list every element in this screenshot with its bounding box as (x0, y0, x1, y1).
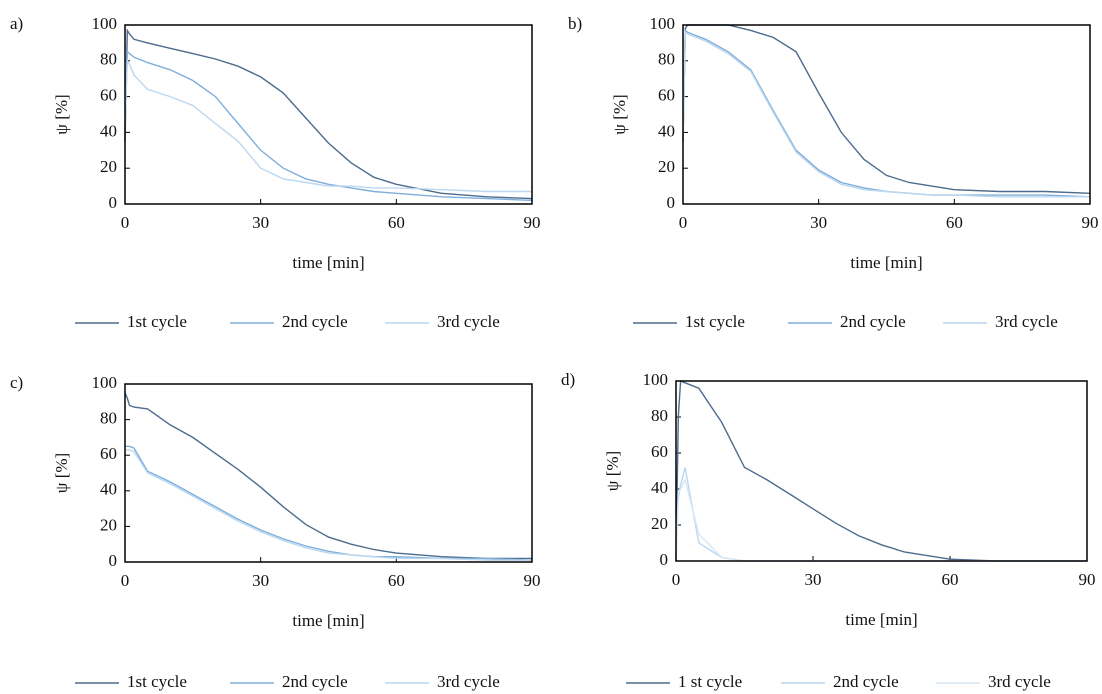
x-tick-label: 0 (121, 213, 130, 232)
y-tick-label: 60 (658, 86, 675, 105)
x-tick-label: 30 (252, 213, 269, 232)
y-tick-label: 20 (658, 157, 675, 176)
legend-label: 3rd cycle (437, 312, 500, 331)
y-tick-label: 0 (109, 193, 118, 212)
data-line (124, 27, 533, 200)
legend-label: 1st cycle (127, 672, 187, 691)
x-tick-label: 60 (388, 213, 405, 232)
x-tick-label: 30 (252, 571, 269, 590)
x-axis-label: time [min] (850, 253, 922, 272)
x-tick-label: 90 (524, 571, 541, 590)
legend-label: 2nd cycle (282, 672, 348, 691)
y-tick-label: 100 (92, 373, 118, 392)
plot-frame (675, 380, 1088, 562)
x-tick-label: 90 (1079, 570, 1096, 589)
legend-label: 1st cycle (685, 312, 745, 331)
x-tick-label: 0 (672, 570, 681, 589)
x-tick-label: 90 (524, 213, 541, 232)
y-tick-label: 60 (100, 86, 117, 105)
x-axis-label: time [min] (292, 611, 364, 630)
x-tick-label: 90 (1082, 213, 1099, 232)
y-tick-label: 60 (100, 444, 117, 463)
data-line (675, 379, 1087, 562)
data-line (124, 392, 532, 560)
legend-label: 3rd cycle (437, 672, 500, 691)
panel-label: a) (10, 14, 23, 33)
x-tick-label: 0 (679, 213, 688, 232)
legend-label: 1st cycle (127, 312, 187, 331)
y-tick-label: 60 (651, 442, 668, 461)
y-tick-label: 100 (650, 14, 676, 33)
y-axis-label: ψ [%] (52, 94, 71, 134)
y-axis-label: ψ [%] (610, 94, 629, 134)
y-tick-label: 80 (651, 406, 668, 425)
data-line (682, 28, 1091, 198)
panel-label: c) (10, 373, 23, 392)
x-tick-label: 60 (946, 213, 963, 232)
y-tick-label: 100 (643, 370, 669, 389)
y-tick-label: 40 (651, 478, 668, 497)
y-tick-label: 20 (100, 515, 117, 534)
y-axis-label: ψ [%] (603, 451, 622, 491)
y-tick-label: 20 (651, 514, 668, 533)
y-axis-label: ψ [%] (52, 453, 71, 493)
y-tick-label: 40 (100, 121, 117, 140)
legend-label: 3rd cycle (995, 312, 1058, 331)
x-tick-label: 60 (942, 570, 959, 589)
plot-frame (124, 383, 533, 563)
y-tick-label: 0 (109, 551, 118, 570)
legend-label: 2nd cycle (282, 312, 348, 331)
x-tick-label: 60 (388, 571, 405, 590)
y-tick-label: 20 (100, 157, 117, 176)
y-tick-label: 0 (660, 550, 669, 569)
plot-frame (682, 24, 1091, 205)
x-tick-label: 30 (805, 570, 822, 589)
legend-label: 2nd cycle (833, 672, 899, 691)
data-line (124, 50, 533, 202)
data-line (124, 58, 532, 193)
data-line (675, 478, 1087, 562)
panel-label: b) (568, 14, 582, 33)
x-axis-label: time [min] (292, 253, 364, 272)
legend-label: 3rd cycle (988, 672, 1051, 691)
y-tick-label: 80 (100, 50, 117, 69)
panel-label: d) (561, 370, 575, 389)
data-line (125, 449, 532, 561)
y-tick-label: 80 (100, 409, 117, 428)
data-line (675, 467, 1087, 562)
data-line (682, 24, 1091, 194)
y-tick-label: 40 (658, 121, 675, 140)
plot-frame (124, 24, 533, 205)
y-tick-label: 40 (100, 480, 117, 499)
legend-label: 2nd cycle (840, 312, 906, 331)
y-tick-label: 80 (658, 50, 675, 69)
y-tick-label: 0 (667, 193, 676, 212)
data-line (125, 445, 533, 561)
x-axis-label: time [min] (845, 610, 917, 629)
x-tick-label: 30 (810, 213, 827, 232)
y-tick-label: 100 (92, 14, 118, 33)
x-tick-label: 0 (121, 571, 130, 590)
data-line (682, 30, 1090, 198)
legend-label: 1 st cycle (678, 672, 742, 691)
